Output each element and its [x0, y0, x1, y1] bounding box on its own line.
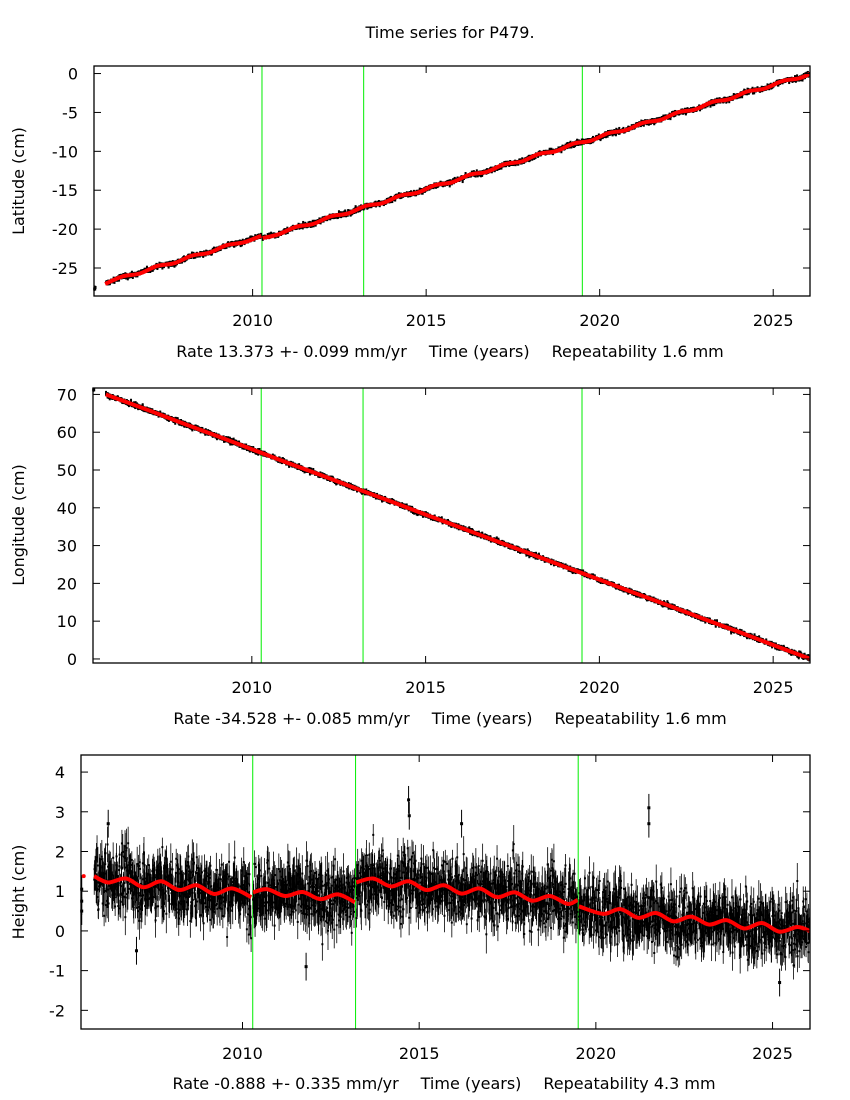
latitude-plot-area: 2010 2015 2020 2025 0 -5 -10 -15 -20 -25	[52, 65, 811, 330]
obs-point	[260, 234, 263, 237]
latitude-time-label: Time (years)	[428, 342, 530, 361]
obs-point	[534, 156, 537, 159]
latitude-rate-text: Rate 13.373 +- 0.099 mm/yr	[176, 342, 407, 361]
obs-point	[435, 185, 438, 188]
obs-point	[461, 179, 464, 182]
latitude-x-tick-label: 2020	[579, 311, 620, 330]
obs-point	[141, 404, 144, 407]
obs-point	[167, 265, 170, 268]
latitude-y-tick-label: -25	[52, 259, 78, 278]
obs-point	[344, 210, 347, 213]
obs-point	[713, 103, 716, 106]
obs-point	[173, 264, 176, 267]
obs-point	[500, 166, 503, 169]
latitude-y-tick-label: 0	[68, 65, 78, 84]
obs-point	[159, 411, 162, 414]
latitude-x-axis-label: Rate 13.373 +- 0.099 mm/yr Time (years) Re…	[176, 342, 724, 361]
obs-point	[448, 183, 451, 186]
latitude-x-tick-label: 2025	[753, 311, 794, 330]
latitude-y-tick-label: -15	[52, 181, 78, 200]
latitude-fit-line	[262, 72, 811, 241]
obs-point	[130, 400, 133, 403]
latitude-y-tick-label: -20	[52, 220, 78, 239]
latitude-x-tick-label: 2010	[232, 311, 273, 330]
latitude-repeatability-text: Repeatability 1.6 mm	[552, 342, 724, 361]
latitude-y-tick-label: -10	[52, 142, 78, 161]
obs-point	[653, 122, 656, 125]
latitude-y-tick-label: -5	[62, 103, 78, 122]
obs-point	[531, 158, 534, 161]
obs-point	[709, 103, 712, 106]
obs-point	[126, 276, 129, 279]
obs-point	[227, 436, 230, 439]
figure-title: Time series for P479.	[364, 23, 534, 42]
latitude-fit-line	[104, 233, 263, 286]
obs-point	[576, 139, 579, 142]
obs-point	[548, 148, 551, 151]
latitude-panel: 2010 2015 2020 2025 0 -5 -10 -15 -20 -25 Latitude…	[9, 65, 811, 361]
latitude-plot-frame	[93, 65, 811, 297]
latitude-y-axis-label: Latitude (cm)	[9, 127, 28, 235]
obs-point	[232, 438, 235, 441]
latitude-x-tick-label: 2015	[406, 311, 447, 330]
obs-point	[777, 84, 780, 87]
obs-outlier-point	[93, 285, 97, 289]
